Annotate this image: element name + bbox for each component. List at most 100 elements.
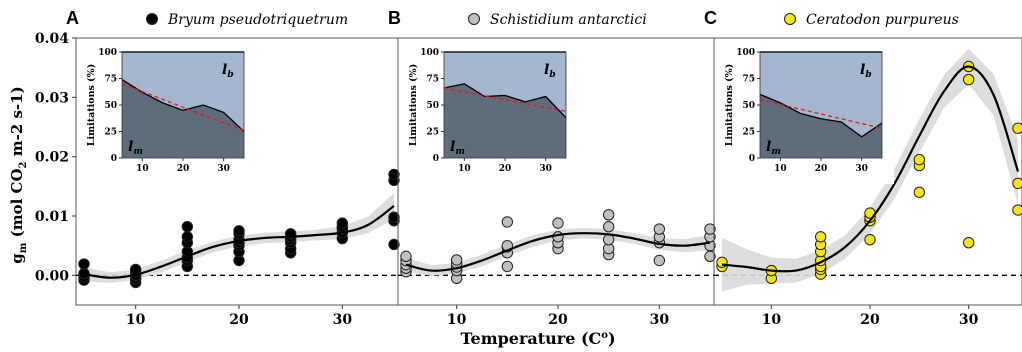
- inset-x-tick-label: 10: [774, 164, 787, 174]
- x-tick-label: 10: [762, 312, 782, 328]
- data-point: [1012, 122, 1022, 134]
- inset-boundary-line: [443, 83, 567, 119]
- inset-lower-area: [444, 83, 566, 158]
- inset-lower-sub: m: [133, 147, 143, 157]
- inset-y-label: Limitations (%): [724, 64, 735, 146]
- inset-upper-sub: b: [227, 70, 233, 80]
- panel-C: 10 20 30 C Ceratodon purpureus 0 25 50 75 100 10 20…: [704, 8, 1022, 328]
- inset-upper-label: lb: [544, 62, 556, 80]
- inset-upper-sub: b: [865, 70, 871, 80]
- data-point: [78, 267, 90, 280]
- panel-letter: A: [66, 8, 79, 28]
- inset-x-tick-label: 30: [217, 164, 230, 174]
- fit-curve: [405, 232, 711, 272]
- data-point: [78, 258, 90, 270]
- inset-x-tick-label: 30: [539, 164, 552, 174]
- data-point: [181, 220, 194, 233]
- data-point: [552, 231, 564, 243]
- inset-lower-sub: m: [771, 147, 781, 157]
- inset-y-tick-label: 25: [104, 128, 117, 138]
- data-point: [653, 254, 666, 267]
- panel-letter: C: [704, 8, 717, 28]
- x-tick-label: 30: [650, 312, 670, 328]
- inset-y-tick-label: 0: [433, 154, 439, 164]
- legend-marker: [146, 13, 158, 25]
- data-point: [552, 217, 564, 229]
- inset-x-tick-label: 20: [177, 164, 190, 174]
- data-point: [913, 153, 926, 166]
- data-point: [602, 220, 615, 233]
- y-tick-label: 0.00: [35, 268, 69, 284]
- inset-y-tick-label: 0: [111, 154, 117, 164]
- x-tick-label: 30: [959, 312, 979, 328]
- data-point: [653, 223, 666, 235]
- data-point: [450, 254, 463, 266]
- data-point: [501, 260, 514, 273]
- data-point: [501, 216, 514, 228]
- inset-trend-line: [121, 83, 245, 132]
- x-tick-label: 20: [548, 312, 568, 328]
- fit-curve: [83, 205, 395, 279]
- data-point: [233, 225, 245, 237]
- inset-y-tick-label: 50: [742, 101, 755, 111]
- inset-upper-label: lb: [860, 62, 872, 80]
- y-tick-label: 0.01: [35, 209, 69, 225]
- legend-species: Bryum pseudotriquetrum: [167, 12, 348, 28]
- x-tick-label: 30: [333, 312, 353, 328]
- inset-y-tick-label: 100: [420, 48, 439, 58]
- data-point: [962, 237, 975, 249]
- inset-lower-sub: m: [455, 147, 465, 157]
- data-point: [388, 211, 400, 223]
- inset-y-tick-label: 75: [426, 75, 439, 85]
- x-tick-label: 20: [229, 312, 249, 328]
- inset-y-tick-label: 75: [104, 75, 117, 85]
- inset-boundary-line: [759, 93, 883, 138]
- panel-frame: [713, 37, 1022, 306]
- inset-x-tick-label: 10: [136, 164, 149, 174]
- data-point: [336, 217, 349, 229]
- legend-marker: [784, 13, 796, 25]
- panel-B: 10 20 30 B Schistidium antarctici 0 25 50 75 100 1…: [388, 8, 716, 328]
- x-tick-label: 20: [860, 312, 880, 328]
- x-tick-label: 10: [447, 312, 467, 328]
- inset-x-tick-label: 20: [499, 164, 512, 174]
- data-point: [602, 234, 615, 246]
- data-point: [181, 231, 194, 243]
- y-tick-label: 0.04: [35, 31, 69, 47]
- data-point: [400, 250, 412, 263]
- data-point: [704, 223, 716, 235]
- inset-upper-label: lb: [222, 62, 234, 80]
- data-point: [388, 168, 400, 181]
- inset-y-tick-label: 25: [742, 128, 755, 138]
- inset-lower-area: [122, 79, 244, 158]
- inset-y-tick-label: 25: [426, 128, 439, 138]
- inset-y-label: Limitations (%): [408, 64, 419, 146]
- inset-y-tick-label: 50: [426, 101, 439, 111]
- x-axis-label: Temperature (Co): [460, 329, 615, 348]
- inset-y-tick-label: 100: [98, 48, 117, 58]
- confidence-band: [406, 227, 710, 276]
- y-axis-label: gm (mol CO2 m-2 s-1): [8, 86, 29, 263]
- inset-x-tick-label: 20: [815, 164, 828, 174]
- inset-upper-sub: b: [549, 70, 555, 80]
- data-point: [1012, 177, 1022, 190]
- data-point: [913, 186, 926, 198]
- inset-y-label: Limitations (%): [86, 64, 97, 146]
- fit-curve: [721, 65, 1020, 273]
- inset-y-tick-label: 100: [736, 48, 755, 58]
- data-point: [388, 238, 400, 251]
- legend-marker: [468, 13, 480, 25]
- inset-lower-area: [760, 94, 882, 158]
- panel-A: 10 20 30 0.00 0.01 0.02 0.03 0.04 A Bryum pseudot…: [35, 8, 400, 328]
- legend-species: Ceratodon purpureus: [806, 12, 959, 28]
- y-tick-label: 0.03: [35, 90, 69, 106]
- y-tick-label: 0.02: [35, 150, 69, 166]
- inset-y-tick-label: 50: [104, 101, 117, 111]
- data-point: [602, 209, 615, 221]
- inset-boundary-line: [121, 79, 245, 132]
- data-point: [962, 73, 975, 86]
